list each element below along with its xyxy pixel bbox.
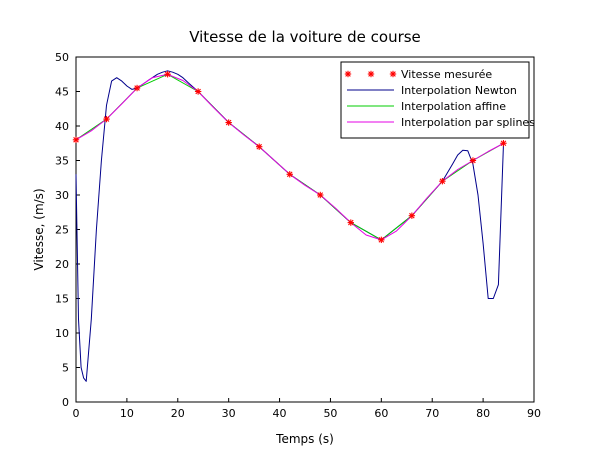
data-point-marker	[500, 140, 507, 147]
x-tick-label: 30	[222, 407, 236, 420]
y-tick-label: 45	[55, 86, 69, 99]
data-point-marker	[256, 143, 263, 150]
legend-item: Vitesse mesurée	[344, 68, 492, 81]
data-point-marker	[367, 70, 375, 78]
y-tick-label: 5	[62, 362, 69, 375]
series-layer	[72, 70, 507, 382]
y-tick-label: 50	[55, 51, 69, 64]
legend-item: Interpolation Newton	[347, 84, 517, 97]
data-point-marker	[317, 191, 324, 199]
data-point-marker	[133, 84, 141, 92]
series-markers-vitesse-mesuree	[72, 71, 507, 244]
x-tick-label: 0	[73, 407, 80, 420]
legend-label: Vitesse mesurée	[401, 68, 492, 81]
legend-item: Interpolation par splines	[347, 116, 535, 129]
y-tick-label: 10	[55, 327, 69, 340]
y-tick-label: 20	[55, 258, 69, 271]
data-point-marker	[408, 212, 416, 219]
y-axis: 0 5 10 15 20 25 30 35 40 45 50	[55, 51, 80, 409]
x-tick-label: 10	[120, 407, 134, 420]
data-point-marker	[72, 136, 80, 143]
y-tick-label: 25	[55, 224, 69, 237]
y-tick-label: 35	[55, 155, 69, 168]
data-point-marker	[164, 71, 171, 78]
data-point-marker	[103, 115, 110, 123]
series-line-interpolation-newton	[75, 70, 504, 382]
data-point-marker	[439, 178, 446, 185]
legend-label: Interpolation Newton	[401, 84, 517, 97]
data-point-marker	[389, 70, 397, 78]
legend-label: Interpolation affine	[401, 100, 506, 113]
data-point-marker	[194, 88, 202, 95]
data-point-marker	[344, 70, 352, 78]
data-point-marker	[225, 119, 232, 126]
x-tick-label: 40	[273, 407, 287, 420]
data-point-marker	[347, 219, 354, 226]
y-tick-label: 40	[55, 120, 69, 133]
x-tick-label: 20	[171, 407, 185, 420]
x-tick-label: 60	[374, 407, 388, 420]
legend-item: Interpolation affine	[347, 100, 506, 113]
x-tick-label: 90	[527, 407, 541, 420]
data-point-marker	[378, 236, 385, 244]
x-tick-label: 80	[476, 407, 490, 420]
x-tick-label: 50	[323, 407, 337, 420]
y-tick-label: 0	[62, 396, 69, 409]
legend: Vitesse mesurée Interpolation Newton Inter…	[340, 61, 535, 139]
chart-title: Vitesse de la voiture de course	[189, 28, 421, 46]
legend-label: Interpolation par splines	[401, 116, 535, 129]
x-axis: 0 10 20 30 40 50 60 70 80 90	[73, 398, 541, 420]
y-tick-label: 30	[55, 189, 69, 202]
y-tick-label: 15	[55, 293, 69, 306]
x-axis-label: Temps (s)	[275, 432, 334, 446]
y-axis-label: Vitesse, (m/s)	[32, 188, 46, 270]
data-point-marker	[469, 157, 477, 164]
data-point-marker	[286, 171, 293, 178]
x-tick-label: 70	[425, 407, 439, 420]
